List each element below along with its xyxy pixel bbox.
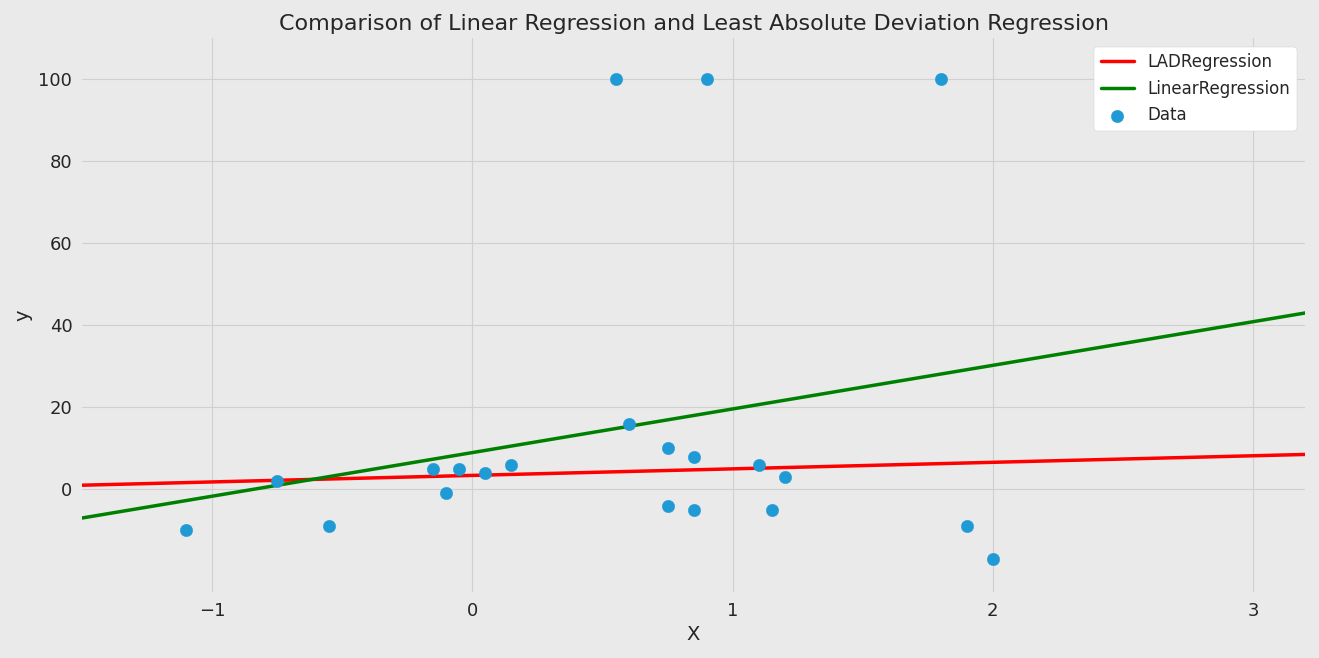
Data (683, 451, 704, 462)
Data (774, 472, 795, 482)
Data (448, 463, 470, 474)
Data (475, 468, 496, 478)
Data (683, 505, 704, 515)
Data (657, 501, 678, 511)
Data (266, 476, 288, 486)
Data (930, 74, 951, 84)
Data (696, 74, 718, 84)
Legend: LADRegression, LinearRegression, Data: LADRegression, LinearRegression, Data (1093, 47, 1297, 130)
Y-axis label: y: y (15, 309, 33, 321)
Data (175, 525, 197, 536)
Data (956, 521, 977, 532)
Data (319, 521, 340, 532)
X-axis label: X: X (687, 625, 700, 644)
Data (657, 443, 678, 453)
Data (423, 463, 445, 474)
Data (605, 74, 627, 84)
Title: Comparison of Linear Regression and Least Absolute Deviation Regression: Comparison of Linear Regression and Leas… (278, 14, 1108, 34)
Data (983, 554, 1004, 565)
Data (761, 505, 782, 515)
Data (619, 418, 640, 429)
Data (748, 459, 769, 470)
Data (501, 459, 522, 470)
Data (435, 488, 456, 499)
